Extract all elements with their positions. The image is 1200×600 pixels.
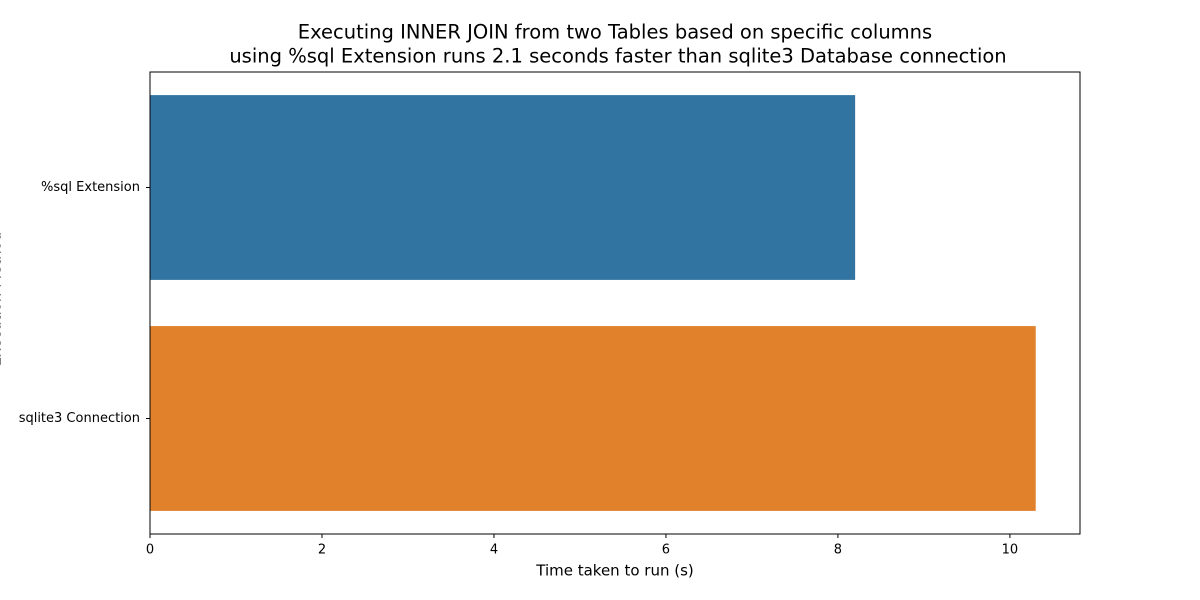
x-tick-label: 4	[490, 543, 498, 558]
chart-title: using %sql Extension runs 2.1 seconds fa…	[229, 45, 1006, 68]
bar	[150, 326, 1036, 511]
y-axis-label: Execution Method	[0, 232, 5, 367]
x-axis-label: Time taken to run (s)	[535, 562, 694, 580]
x-tick-label: 2	[318, 543, 326, 558]
x-tick-label: 6	[662, 543, 670, 558]
x-tick-label: 0	[146, 543, 154, 558]
plot-frame	[149, 71, 1081, 535]
y-tick-label: sqlite3 Connection	[19, 411, 140, 426]
y-tick-label: %sql Extension	[41, 180, 140, 195]
x-tick-label: 10	[1002, 543, 1019, 558]
chart-title: Executing INNER JOIN from two Tables bas…	[298, 21, 932, 44]
bar	[150, 95, 856, 280]
x-tick-label: 8	[834, 543, 842, 558]
